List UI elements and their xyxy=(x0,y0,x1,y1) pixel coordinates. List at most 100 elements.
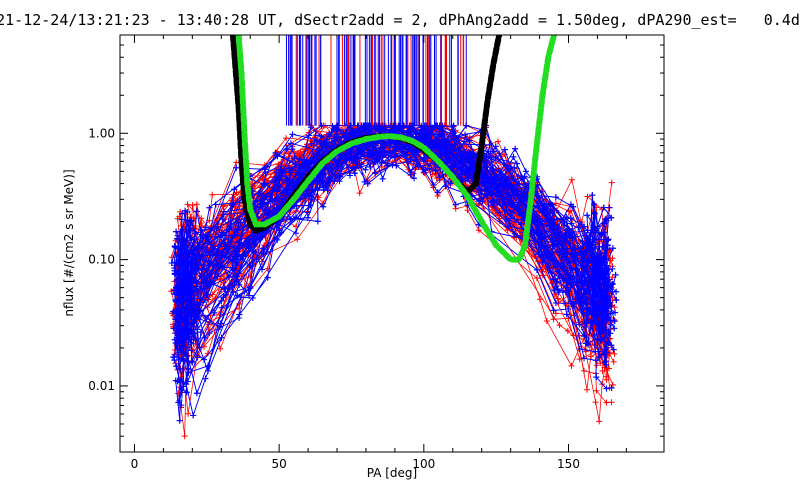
blue-marker xyxy=(552,194,559,201)
plot-area xyxy=(168,35,620,440)
blue-marker xyxy=(611,325,618,332)
red-marker xyxy=(556,322,563,329)
red-marker xyxy=(495,138,502,145)
blue-marker xyxy=(378,160,385,167)
red-marker xyxy=(611,350,618,357)
blue-marker xyxy=(612,271,619,278)
red-marker xyxy=(581,367,588,374)
blue-marker xyxy=(171,287,178,294)
red-marker xyxy=(568,176,575,183)
blue-marker xyxy=(324,187,331,194)
red-marker xyxy=(597,360,604,367)
blue-marker xyxy=(490,202,497,209)
blue-marker xyxy=(193,390,200,397)
blue-marker xyxy=(197,259,204,266)
blue-marker xyxy=(176,417,183,424)
red-marker xyxy=(564,327,571,334)
blue-marker xyxy=(613,297,620,304)
blue-marker xyxy=(420,158,427,165)
red-marker xyxy=(170,321,177,328)
blue-marker xyxy=(197,329,204,336)
red-marker xyxy=(233,159,240,166)
red-marker xyxy=(596,418,603,425)
red-marker xyxy=(475,227,482,234)
blue-marker xyxy=(433,131,440,138)
blue-marker xyxy=(552,299,559,306)
red-marker xyxy=(264,265,271,272)
blue-marker xyxy=(292,163,299,170)
red-marker xyxy=(593,387,600,394)
red-marker xyxy=(244,229,251,236)
red-marker xyxy=(543,318,550,325)
blue-marker xyxy=(609,245,616,252)
red-marker xyxy=(592,399,599,406)
blue-marker xyxy=(211,309,218,316)
blue-marker xyxy=(571,300,578,307)
blue-marker xyxy=(218,304,225,311)
blue-marker xyxy=(611,318,618,325)
red-marker xyxy=(599,368,606,375)
red-marker xyxy=(533,275,540,282)
blue-marker xyxy=(285,165,292,172)
red-marker xyxy=(283,135,290,142)
blue-marker xyxy=(379,175,386,182)
blue-marker xyxy=(287,215,294,222)
red-marker xyxy=(181,433,188,440)
red-marker xyxy=(184,201,191,208)
blue-marker xyxy=(503,216,510,223)
red-marker xyxy=(603,373,610,380)
blue-marker xyxy=(452,201,459,208)
blue-marker xyxy=(191,267,198,274)
blue-marker xyxy=(249,295,256,302)
blue-marker xyxy=(607,330,614,337)
red-marker xyxy=(204,350,211,357)
blue-marker xyxy=(510,153,517,160)
blue-marker xyxy=(187,234,194,241)
blue-marker xyxy=(336,178,343,185)
blue-marker xyxy=(178,402,185,409)
red-marker xyxy=(582,348,589,355)
blue-marker xyxy=(372,170,379,177)
blue-marker xyxy=(608,281,615,288)
blue-marker xyxy=(202,224,209,231)
red-marker xyxy=(554,295,561,302)
red-marker xyxy=(568,362,575,369)
blue-marker xyxy=(407,169,414,176)
red-marker xyxy=(603,399,610,406)
red-marker xyxy=(584,193,591,200)
blue-marker xyxy=(188,358,195,365)
blue-marker xyxy=(237,294,244,301)
red-marker xyxy=(294,236,301,243)
blue-marker xyxy=(171,243,178,250)
blue-marker xyxy=(602,346,609,353)
blue-marker xyxy=(206,330,213,337)
blue-series xyxy=(168,122,620,424)
blue-marker xyxy=(612,309,619,316)
red-marker xyxy=(588,353,595,360)
red-marker xyxy=(200,343,207,350)
red-marker xyxy=(259,258,266,265)
blue-marker xyxy=(206,204,213,211)
red-marker xyxy=(567,207,574,214)
blue-marker xyxy=(364,180,371,187)
blue-marker xyxy=(231,186,238,193)
blue-marker xyxy=(584,212,591,219)
blue-marker xyxy=(287,140,294,147)
blue-marker xyxy=(608,302,615,309)
red-marker xyxy=(536,296,543,303)
red-marker xyxy=(583,386,590,393)
blue-marker xyxy=(511,164,518,171)
blue-marker xyxy=(551,287,558,294)
red-marker xyxy=(562,299,569,306)
red-marker xyxy=(172,360,179,367)
red-marker xyxy=(209,191,216,198)
chart-title: 2021-12-24/13:21:23 - 13:40:28 UT, dSect… xyxy=(0,11,800,29)
red-marker xyxy=(550,316,557,323)
red-marker xyxy=(217,345,224,352)
red-marker xyxy=(185,410,192,417)
red-marker xyxy=(193,201,200,208)
red-marker xyxy=(209,291,216,298)
blue-marker xyxy=(389,162,396,169)
red-marker xyxy=(609,381,616,388)
red-marker xyxy=(304,150,311,157)
